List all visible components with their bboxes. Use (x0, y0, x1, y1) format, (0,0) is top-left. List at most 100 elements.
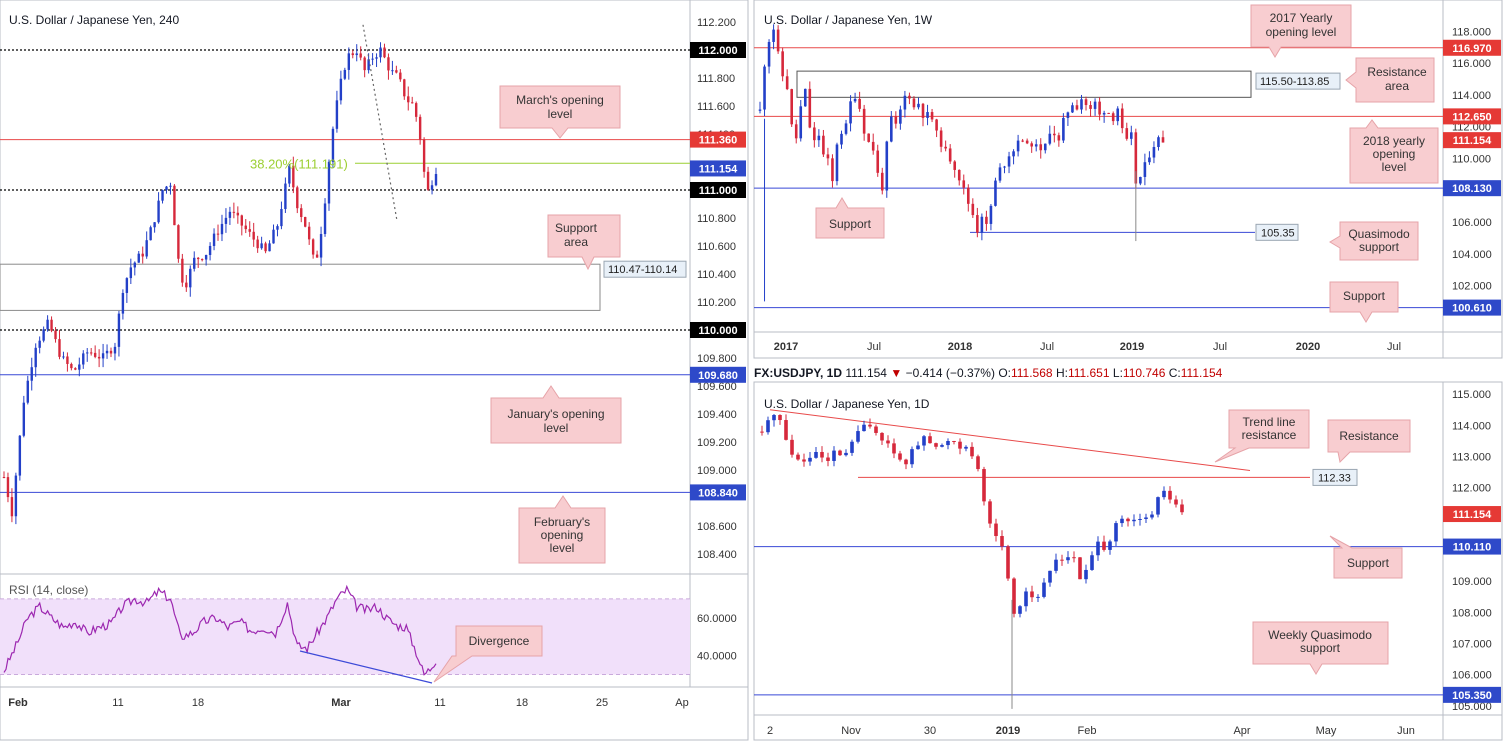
daily-candle-body (820, 451, 824, 458)
daily-candle-body (1096, 541, 1100, 556)
daily-candle-body (922, 436, 926, 446)
callout-daily-support-text: Support (1347, 556, 1390, 570)
daily-candle-body (796, 454, 800, 460)
weekly-candle-body (894, 116, 898, 124)
h4-price-tag (690, 366, 746, 383)
callout-quasimodo-bubble (1329, 221, 1419, 261)
weekly-candle-body (899, 109, 902, 124)
weekly-price-tag (1443, 180, 1501, 197)
h4-candle-body (371, 58, 374, 60)
daily-y-tick-label: 107.000 (1452, 638, 1492, 650)
callout-march-opening: March's opening level (499, 85, 621, 139)
info-open: 111.568 (1010, 366, 1053, 380)
weekly-candle-body (1043, 143, 1047, 151)
daily-chart-panel: 115.000 114.000 113.000 112.000 109.000 108.0… (753, 381, 1503, 741)
h4-candle-body (121, 292, 125, 314)
h4-candle-body (288, 165, 291, 184)
h4-candle-body (6, 477, 10, 498)
weekly-candle-body (1030, 143, 1033, 147)
weekly-candle-body (939, 130, 943, 147)
callout-resistance-area-line-2: area (1385, 79, 1409, 93)
h4-price-tags: 112.000 111.360 111.154 111.000 110.000 109.6… (690, 42, 746, 501)
callout-trend-line-line-2: resistance (1242, 428, 1297, 442)
h4-candle-body (379, 47, 382, 58)
h4-candle-body (185, 282, 188, 288)
weekly-candle-body (921, 103, 925, 118)
daily-price-tag-label: 111.154 (1453, 509, 1492, 521)
h4-candle-body (137, 253, 140, 263)
weekly-y-tick-label: 106.000 (1452, 217, 1492, 229)
daily-resistance-label: 112.33 (1312, 468, 1358, 486)
daily-x-tick-label: 2 (767, 725, 773, 737)
weekly-candle-body (885, 141, 889, 191)
daily-candle-body (892, 443, 896, 454)
h4-candle-body (414, 103, 418, 117)
weekly-candle-body (849, 101, 852, 124)
h4-candle-body (181, 258, 184, 283)
h4-candle-body (34, 347, 37, 368)
callout-february-bubble (518, 495, 606, 564)
daily-candle-body (958, 441, 962, 449)
daily-candle-body (1042, 582, 1046, 597)
callout-daily-resistance-text: Resistance (1339, 429, 1399, 443)
daily-resistance-label-box (1312, 468, 1358, 486)
weekly-candle-body (962, 180, 966, 188)
callout-2018-bubble (1349, 119, 1439, 184)
daily-candle-body (868, 424, 872, 427)
weekly-y-tick-label: 104.000 (1452, 249, 1492, 261)
daily-candle-body (1024, 591, 1028, 607)
weekly-candle-body (980, 216, 984, 233)
weekly-candle-body (853, 98, 857, 102)
callout-february-line-3: level (550, 541, 575, 555)
daily-price-tag-label: 110.110 (1453, 542, 1492, 554)
h4-candle-body (367, 59, 370, 71)
daily-candle-body (1180, 504, 1184, 513)
weekly-candle-body (835, 144, 839, 182)
callout-weekly-qm-line-1: Weekly Quasimodo (1268, 628, 1372, 642)
callout-march-line-1: March's opening (516, 93, 604, 107)
weekly-x-tick-label: 2017 (774, 341, 798, 353)
weekly-candle-body (1148, 157, 1151, 163)
callout-daily-support-bubble (1329, 535, 1403, 579)
daily-y-tick-label: 109.000 (1452, 576, 1492, 588)
down-arrow-icon: ▼ (890, 366, 903, 380)
h4-candle-body (315, 254, 319, 258)
h4-candle-body (311, 239, 315, 255)
h4-candle-body (89, 352, 93, 354)
daily-candle-body (850, 441, 854, 453)
callout-daily-resistance: Resistance (1327, 419, 1411, 464)
h4-candle-body (220, 223, 224, 235)
callout-february-line-2: opening (541, 528, 584, 542)
daily-candle-body (904, 459, 908, 465)
h4-candle-body (224, 217, 228, 224)
callout-weekly-qm-bubble (1252, 621, 1389, 675)
weekly-candle-body (917, 103, 920, 108)
h4-candle-body (248, 229, 251, 232)
weekly-candle-body (799, 106, 803, 139)
h4-candle-body (395, 70, 398, 73)
h4-candle-body (165, 186, 168, 191)
daily-x-tick-label: Feb (1078, 725, 1097, 737)
daily-candle-body (880, 432, 884, 441)
weekly-candle-body (826, 154, 830, 159)
weekly-price-tag (1443, 108, 1501, 125)
weekly-chart-panel: 118.000 116.000 114.000 112.000 110.000 106.0… (753, 0, 1503, 359)
daily-y-tick-label: 108.000 (1452, 607, 1492, 619)
h4-candle-body (208, 245, 212, 255)
callout-january-line-1: January's opening (507, 407, 604, 421)
callout-2017-yearly: 2017 Yearly opening level (1250, 4, 1352, 58)
daily-candle-body (1108, 541, 1112, 550)
h4-candle-body (169, 185, 172, 187)
weekly-y-tick-label: 102.000 (1452, 281, 1492, 293)
callout-weekly-qm: Weekly Quasimodo support (1252, 621, 1389, 675)
h4-candle-body (145, 240, 148, 257)
weekly-candle-body (1007, 156, 1011, 167)
daily-candle-body (1084, 569, 1088, 580)
h4-candle-body (173, 185, 176, 226)
h4-x-tick-label: 18 (516, 697, 528, 709)
fib-level-label: 38.20%(111.191) (250, 156, 348, 171)
daily-candle-body (790, 439, 794, 455)
h4-y-tick-label: 109.200 (697, 437, 737, 449)
daily-candle-body (1120, 518, 1124, 524)
daily-candle-body (1168, 490, 1172, 500)
